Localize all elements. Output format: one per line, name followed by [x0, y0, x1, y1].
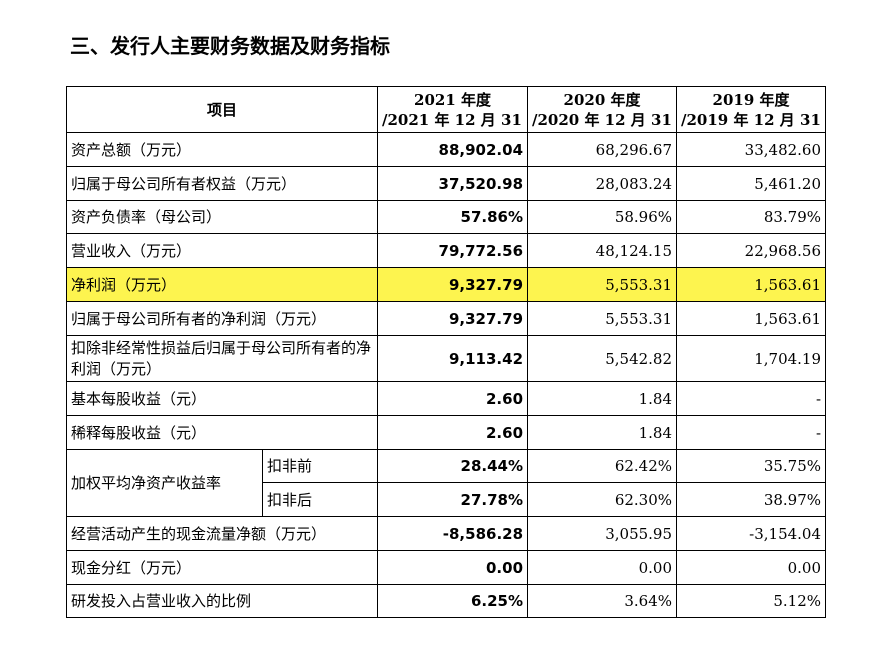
row-label: 现金分红（万元） — [65, 550, 379, 585]
value-2021: 2.60 — [377, 415, 529, 450]
row-label: 基本每股收益（元） — [65, 381, 379, 416]
value-2020: 5,553.31 — [527, 301, 678, 336]
row-label: 经营活动产生的现金流量净额（万元） — [65, 516, 379, 551]
value-2020: 58.96% — [527, 200, 678, 234]
row-label: 营业收入（万元） — [65, 233, 379, 268]
value-2020: 68,296.67 — [527, 132, 678, 167]
value-2019: - — [676, 381, 827, 416]
value-2019: 22,968.56 — [676, 233, 827, 268]
value-2019: 38.97% — [676, 482, 827, 517]
value-2020: 5,553.31 — [527, 267, 678, 302]
value-2019: 1,704.19 — [676, 335, 827, 382]
table-row: 稀释每股收益（元） 2.60 1.84 - — [65, 415, 827, 450]
header-2020-date: /2020 年 12 月 31 日 — [532, 110, 677, 129]
table-row: 营业收入（万元） 79,772.56 48,124.15 22,968.56 — [65, 233, 827, 268]
table-row: 现金分红（万元） 0.00 0.00 0.00 — [65, 550, 827, 585]
table-row: 归属于母公司所有者的净利润（万元） 9,327.79 5,553.31 1,56… — [65, 301, 827, 336]
header-2021-date: /2021 年 12 月 31 日 — [382, 110, 528, 129]
value-2021: 57.86% — [377, 200, 529, 234]
header-2021: 2021 年度 /2021 年 12 月 31 日 — [377, 86, 529, 133]
value-2021: 9,113.42 — [377, 335, 529, 382]
value-2019: 5,461.20 — [676, 166, 827, 201]
value-2020: 3,055.95 — [527, 516, 678, 551]
value-2019: -3,154.04 — [676, 516, 827, 551]
table-row: 加权平均净资产收益率 扣非前 28.44% 62.42% 35.75% — [66, 449, 827, 517]
row-label: 净利润（万元） — [65, 267, 379, 302]
row-label: 稀释每股收益（元） — [65, 415, 379, 450]
value-2019: - — [676, 415, 827, 450]
value-2020: 3.64% — [527, 584, 678, 618]
row-label: 研发投入占营业收入的比例 — [65, 584, 379, 618]
header-2021-year: 2021 年度 — [414, 90, 491, 109]
value-2021: 88,902.04 — [377, 132, 529, 167]
row-label: 扣除非经常性损益后归属于母公司所有者的净利润（万元） — [65, 335, 379, 382]
value-2019: 83.79% — [676, 200, 827, 234]
value-2021: 37,520.98 — [377, 166, 529, 201]
value-2021: -8,586.28 — [377, 516, 529, 551]
value-2019: 1,563.61 — [676, 301, 827, 336]
value-2021: 2.60 — [377, 381, 529, 416]
table-row: 扣非后 27.78% 62.30% 38.97% — [67, 482, 827, 517]
table-row: 研发投入占营业收入的比例 6.25% 3.64% 5.12% — [65, 584, 827, 618]
value-2021: 9,327.79 — [377, 267, 529, 302]
financial-data-table: 项目 2021 年度 /2021 年 12 月 31 日 2020 年度 /20… — [65, 86, 827, 618]
header-2019: 2019 年度 /2019 年 12 月 31 日 — [676, 86, 827, 133]
value-2020: 1.84 — [527, 381, 678, 416]
header-item: 项目 — [65, 86, 379, 133]
value-2019: 5.12% — [676, 584, 827, 618]
roe-sub-after: 扣非后 — [261, 482, 379, 517]
table-row-highlighted: 净利润（万元） 9,327.79 5,553.31 1,563.61 — [65, 267, 827, 302]
value-2020: 5,542.82 — [527, 335, 678, 382]
table-row: 归属于母公司所有者权益（万元） 37,520.98 28,083.24 5,46… — [65, 166, 827, 201]
value-2021: 27.78% — [377, 482, 529, 517]
value-2019: 0.00 — [676, 550, 827, 585]
header-2019-year: 2019 年度 — [712, 90, 790, 109]
value-2021: 6.25% — [377, 584, 529, 618]
table-row: 资产负债率（母公司） 57.86% 58.96% 83.79% — [65, 200, 827, 234]
table-row: 扣除非经常性损益后归属于母公司所有者的净利润（万元） 9,113.42 5,54… — [65, 335, 827, 382]
section-title: 三、发行人主要财务数据及财务指标 — [70, 34, 390, 58]
row-label: 资产负债率（母公司） — [65, 200, 379, 234]
value-2021: 9,327.79 — [377, 301, 529, 336]
value-2019: 33,482.60 — [676, 132, 827, 167]
table-row: 基本每股收益（元） 2.60 1.84 - — [65, 381, 827, 416]
value-2019: 35.75% — [676, 449, 827, 483]
value-2019: 1,563.61 — [676, 267, 827, 302]
table-row: 经营活动产生的现金流量净额（万元） -8,586.28 3,055.95 -3,… — [65, 516, 827, 551]
table-header-row: 项目 2021 年度 /2021 年 12 月 31 日 2020 年度 /20… — [65, 86, 827, 133]
header-2020-year: 2020 年度 — [563, 90, 641, 109]
roe-sub-before: 扣非前 — [261, 449, 379, 483]
header-2020: 2020 年度 /2020 年 12 月 31 日 — [527, 86, 678, 133]
table-row: 资产总额（万元） 88,902.04 68,296.67 33,482.60 — [65, 132, 827, 167]
value-2020: 48,124.15 — [527, 233, 678, 268]
row-label: 资产总额（万元） — [65, 132, 379, 167]
value-2021: 0.00 — [377, 550, 529, 585]
value-2021: 28.44% — [377, 449, 529, 483]
value-2020: 62.42% — [527, 449, 678, 483]
value-2020: 1.84 — [527, 415, 678, 450]
value-2020: 62.30% — [527, 482, 678, 517]
roe-label: 加权平均净资产收益率 — [66, 449, 263, 517]
row-label: 归属于母公司所有者的净利润（万元） — [65, 301, 379, 336]
row-label: 归属于母公司所有者权益（万元） — [65, 166, 379, 201]
value-2020: 28,083.24 — [527, 166, 678, 201]
value-2021: 79,772.56 — [377, 233, 529, 268]
header-2019-date: /2019 年 12 月 31 日 — [681, 110, 826, 129]
value-2020: 0.00 — [527, 550, 678, 585]
